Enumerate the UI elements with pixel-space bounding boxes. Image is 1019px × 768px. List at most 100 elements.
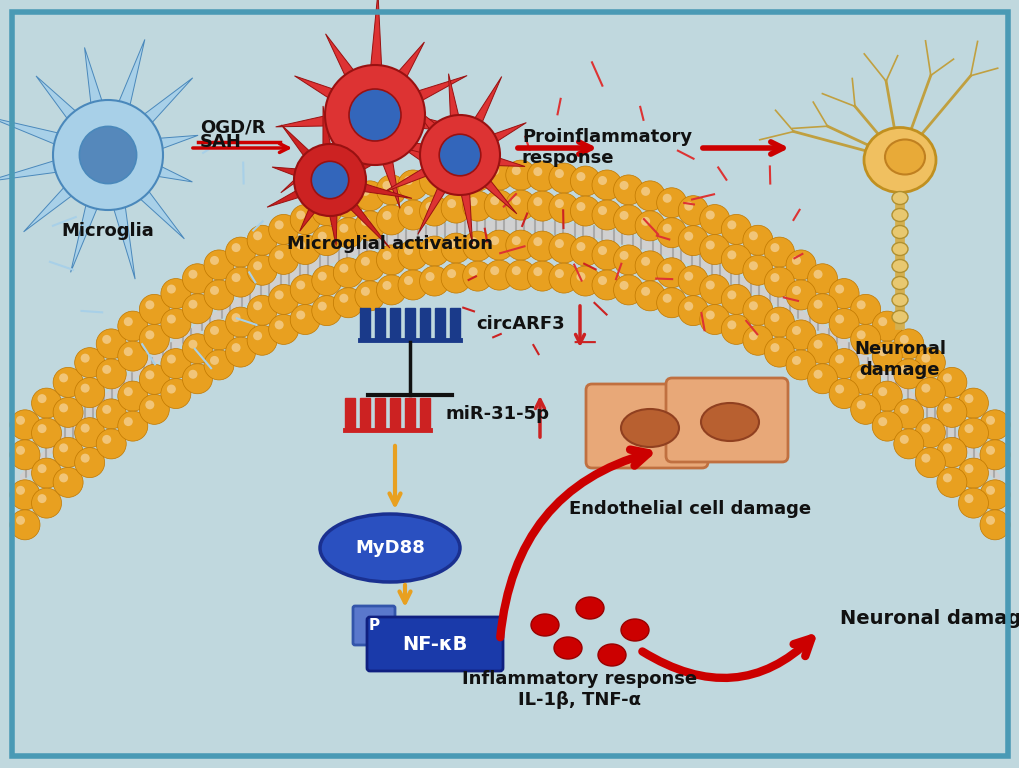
Circle shape (942, 473, 951, 482)
Circle shape (333, 187, 363, 218)
Circle shape (382, 251, 391, 260)
Circle shape (641, 257, 649, 266)
Circle shape (446, 269, 455, 278)
Circle shape (145, 300, 154, 310)
Circle shape (419, 166, 449, 196)
Circle shape (32, 458, 61, 488)
Circle shape (699, 305, 729, 335)
Circle shape (468, 237, 477, 246)
Bar (420, 308, 430, 340)
Circle shape (769, 313, 779, 322)
Circle shape (914, 378, 945, 408)
Polygon shape (272, 167, 302, 177)
Polygon shape (400, 138, 439, 174)
Circle shape (512, 266, 521, 275)
Circle shape (440, 163, 471, 193)
Circle shape (361, 287, 370, 296)
Circle shape (268, 284, 299, 314)
Circle shape (81, 353, 90, 362)
Circle shape (296, 280, 305, 290)
Circle shape (877, 387, 887, 396)
Circle shape (813, 270, 821, 279)
Circle shape (484, 230, 514, 260)
Polygon shape (328, 209, 336, 246)
Circle shape (720, 284, 751, 314)
Circle shape (727, 250, 736, 260)
Circle shape (684, 272, 693, 280)
Circle shape (850, 324, 879, 354)
Circle shape (635, 281, 664, 311)
Circle shape (339, 194, 348, 203)
Circle shape (742, 225, 772, 255)
Circle shape (490, 196, 498, 205)
Circle shape (548, 193, 579, 223)
Circle shape (96, 399, 126, 429)
Circle shape (53, 100, 163, 210)
Circle shape (742, 255, 772, 285)
Circle shape (189, 369, 198, 379)
Circle shape (204, 320, 233, 350)
Circle shape (914, 418, 945, 448)
Circle shape (312, 266, 341, 296)
Circle shape (813, 300, 821, 309)
Circle shape (985, 445, 994, 455)
Bar (360, 308, 370, 340)
Circle shape (720, 314, 751, 344)
Circle shape (425, 242, 434, 251)
Circle shape (597, 246, 606, 255)
Circle shape (10, 410, 40, 440)
Circle shape (619, 251, 628, 260)
Circle shape (791, 356, 800, 365)
Circle shape (296, 240, 305, 250)
Circle shape (102, 335, 111, 344)
Circle shape (591, 240, 622, 270)
Circle shape (247, 295, 277, 326)
Circle shape (920, 384, 929, 392)
Circle shape (807, 263, 837, 293)
Circle shape (786, 320, 815, 350)
Circle shape (182, 293, 212, 324)
Polygon shape (280, 137, 346, 193)
Circle shape (684, 302, 693, 310)
Circle shape (446, 239, 455, 248)
Circle shape (490, 166, 498, 175)
Circle shape (404, 276, 413, 285)
Circle shape (468, 167, 477, 176)
Circle shape (613, 275, 643, 305)
Circle shape (936, 468, 966, 498)
Circle shape (355, 180, 384, 211)
Circle shape (274, 290, 283, 300)
Circle shape (210, 256, 219, 265)
Circle shape (828, 309, 858, 339)
Circle shape (96, 329, 126, 359)
Circle shape (376, 175, 406, 205)
Circle shape (123, 387, 132, 396)
Circle shape (102, 405, 111, 414)
Polygon shape (379, 153, 399, 208)
Circle shape (748, 231, 757, 240)
Circle shape (484, 260, 514, 290)
Circle shape (813, 339, 821, 349)
Circle shape (81, 384, 90, 392)
Circle shape (463, 261, 492, 291)
Circle shape (397, 240, 428, 270)
Text: NF-κB: NF-κB (401, 634, 468, 654)
Circle shape (613, 175, 643, 205)
Circle shape (440, 193, 471, 223)
Polygon shape (392, 42, 424, 84)
Circle shape (786, 280, 815, 310)
Ellipse shape (892, 191, 907, 204)
Circle shape (225, 237, 256, 267)
Bar (344, 398, 355, 430)
Polygon shape (491, 156, 525, 167)
Text: Microglial activation: Microglial activation (286, 235, 492, 253)
Circle shape (641, 187, 649, 196)
Bar (420, 398, 430, 430)
Circle shape (397, 170, 428, 200)
Circle shape (145, 370, 154, 379)
Circle shape (936, 367, 966, 397)
Circle shape (318, 272, 326, 280)
Circle shape (296, 210, 305, 220)
Circle shape (440, 233, 471, 263)
Polygon shape (267, 187, 305, 207)
